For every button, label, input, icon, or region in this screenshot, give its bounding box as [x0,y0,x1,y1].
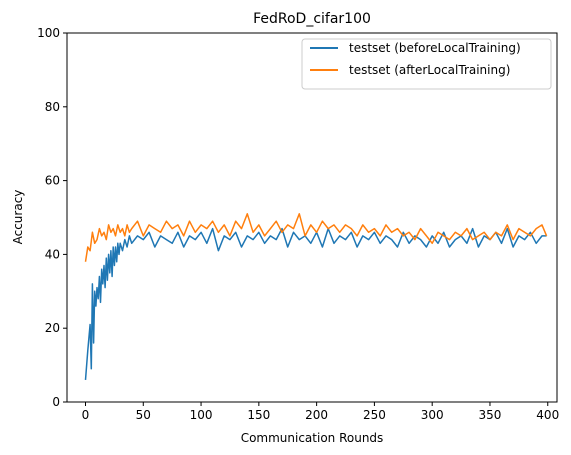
series-line-after [84,213,548,262]
legend-label-after: testset (afterLocalTraining) [349,63,510,77]
x-tick-label: 350 [479,408,502,422]
y-tick-label: 80 [45,100,60,114]
x-tick-label: 100 [190,408,213,422]
y-tick-label: 20 [45,321,60,335]
x-tick-label: 300 [421,408,444,422]
x-tick-label: 200 [305,408,328,422]
y-tick-label: 60 [45,174,60,188]
x-tick-label: 150 [247,408,270,422]
x-tick-label: 400 [536,408,559,422]
x-tick-label: 50 [136,408,151,422]
legend: testset (beforeLocalTraining) testset (af… [301,38,552,90]
plot-frame [66,32,558,403]
y-tick-label: 40 [45,247,60,261]
x-tick-label: 250 [363,408,386,422]
series-layer [84,213,548,380]
x-axis: 0 50 100 150 200 250 300 350 400 [82,402,559,422]
y-axis-label: Accuracy [11,190,25,245]
legend-frame [301,38,552,90]
x-axis-label: Communication Rounds [241,431,384,445]
y-axis: 0 20 40 60 80 100 [37,26,67,409]
x-tick-label: 0 [82,408,90,422]
legend-label-before: testset (beforeLocalTraining) [349,41,521,55]
series-line-before [84,227,547,380]
chart-title: FedRoD_cifar100 [253,11,371,27]
y-tick-label: 0 [52,395,60,409]
y-tick-label: 100 [37,26,60,40]
